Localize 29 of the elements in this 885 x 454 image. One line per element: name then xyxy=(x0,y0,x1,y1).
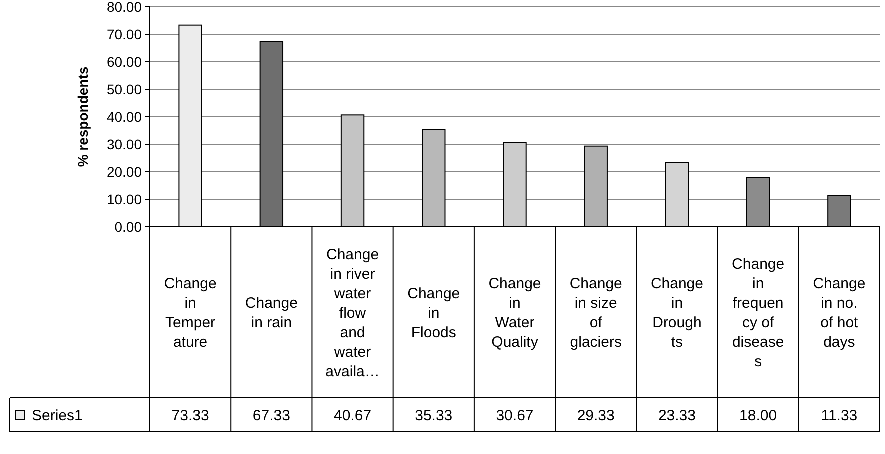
y-tick-label: 60.00 xyxy=(106,54,142,70)
data-label: 35.33 xyxy=(415,407,453,424)
y-tick-label: 80.00 xyxy=(106,0,142,15)
data-label: 23.33 xyxy=(658,407,696,424)
y-tick-label: 70.00 xyxy=(106,26,142,42)
y-tick-label: 50.00 xyxy=(106,81,142,98)
y-tick-label: 40.00 xyxy=(106,108,142,125)
x-tick-label: Change in no. of hot days xyxy=(813,276,866,351)
x-tick-label: Change in Water Quality xyxy=(488,276,542,351)
y-tick-label: 30.00 xyxy=(106,136,142,152)
y-tick-label: 10.00 xyxy=(106,191,142,208)
data-label: 73.33 xyxy=(172,407,210,424)
x-tick-label: Change in Droughts xyxy=(650,276,704,351)
legend-label: Series1 xyxy=(32,407,83,424)
x-tick-label: Change in size of glaciers xyxy=(570,276,622,351)
y-axis-title: % respondents xyxy=(75,66,91,168)
y-tick-label: 20.00 xyxy=(106,164,142,180)
data-label: 40.67 xyxy=(334,407,372,424)
data-label: 67.33 xyxy=(252,407,290,424)
x-tick-label: Change in Floods xyxy=(408,285,460,342)
x-tick-label: Change in frequency of diseases xyxy=(732,256,785,370)
x-tick-label: Change in Temperature xyxy=(164,276,217,351)
x-tick-label: Change in rain xyxy=(245,295,298,332)
x-tick-label: Change in river water flow and water availa… xyxy=(326,246,380,380)
y-tick-label: 0.00 xyxy=(114,218,142,235)
data-label: 11.33 xyxy=(821,407,858,424)
data-label: 29.33 xyxy=(577,407,615,424)
data-label: 18.00 xyxy=(740,407,778,424)
data-label: 30.67 xyxy=(496,407,534,424)
